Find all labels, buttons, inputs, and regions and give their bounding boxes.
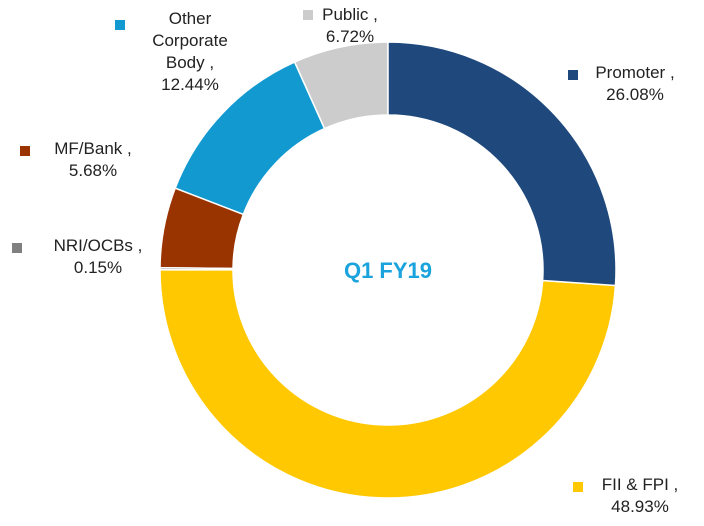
label-name: NRI/OCBs , xyxy=(53,236,143,255)
label-swatch xyxy=(20,146,30,156)
data-label: FII & FPI , 48.93% xyxy=(580,474,700,518)
donut-segment xyxy=(387,41,617,287)
label-value: 6.72% xyxy=(325,27,375,46)
label-name: Promoter , xyxy=(595,63,675,82)
data-label: Other Corporate Body , 12.44% xyxy=(140,8,240,96)
data-label: Promoter , 26.08% xyxy=(570,62,700,106)
label-swatch xyxy=(568,70,578,80)
label-swatch xyxy=(573,482,583,492)
label-value: 48.93% xyxy=(611,497,669,516)
donut-segment xyxy=(159,187,245,270)
label-value: 12.44% xyxy=(161,75,219,94)
chart-title: Q1 FY19 xyxy=(344,258,432,283)
donut-segment xyxy=(174,61,326,216)
data-label: Public , 6.72% xyxy=(305,4,395,48)
label-swatch xyxy=(115,20,125,30)
label-name: FII & FPI , xyxy=(601,475,679,494)
label-name: MF/Bank , xyxy=(54,139,132,158)
donut-segment xyxy=(159,269,617,499)
label-swatch xyxy=(303,10,313,20)
label-name: Public , xyxy=(322,5,378,24)
label-value: 26.08% xyxy=(606,85,664,104)
label-value: 0.15% xyxy=(73,258,123,277)
label-swatch xyxy=(12,243,22,253)
data-label: NRI/OCBs , 0.15% xyxy=(28,235,168,279)
data-label: MF/Bank , 5.68% xyxy=(28,138,158,182)
label-name: Other Corporate Body , xyxy=(152,9,228,72)
label-value: 5.68% xyxy=(68,161,118,180)
